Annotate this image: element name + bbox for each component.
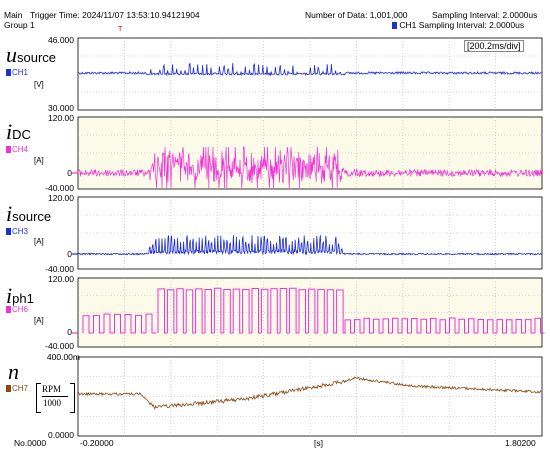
channel-unit: [V] bbox=[34, 80, 44, 89]
record-number: No.0000 bbox=[14, 438, 47, 448]
unit-denominator: 1000 bbox=[43, 398, 61, 408]
y-bottom-ch3: -40.000 bbox=[45, 264, 74, 274]
channel-name: CH7 bbox=[12, 384, 29, 393]
y-zero-ch3: 0 bbox=[67, 249, 72, 259]
channel-name: CH4 bbox=[12, 145, 29, 154]
channel-name: CH3 bbox=[12, 227, 29, 236]
y-top-ch6: 120.00 bbox=[48, 274, 74, 284]
channel-name: CH1 bbox=[12, 68, 29, 77]
signal-label-n: n bbox=[8, 359, 19, 385]
signal-symbol: i bbox=[6, 119, 13, 144]
signal-symbol: u bbox=[6, 42, 17, 67]
header-main: Main bbox=[4, 10, 23, 20]
signal-label-i-dc: iDC bbox=[6, 119, 31, 145]
number-of-data: Number of Data: 1,001,000 bbox=[305, 10, 408, 20]
channel-tag-ch1: CH1 bbox=[6, 68, 28, 77]
y-zero-ch6: 0 bbox=[67, 327, 72, 337]
y-bottom-ch7: 0.0000 bbox=[48, 430, 74, 440]
rpm-unit-fraction: RPM 1000 bbox=[36, 383, 76, 413]
channel-tag-ch6: CH6 bbox=[6, 305, 28, 314]
y-bottom-ch6: -40.000 bbox=[45, 341, 74, 351]
ch1-sampling-interval-text: CH1 Sampling Interval: 2.0000us bbox=[399, 20, 525, 30]
signal-subscript: DC bbox=[12, 127, 31, 142]
trigger-marker-icon[interactable]: T bbox=[118, 24, 122, 34]
signal-label-i-ph1: iph1 bbox=[6, 283, 34, 309]
y-zero-ch4: 0 bbox=[67, 168, 72, 178]
signal-label-u-source: usource bbox=[6, 42, 56, 68]
channel-unit: [A] bbox=[34, 316, 44, 325]
signal-symbol: n bbox=[8, 359, 19, 384]
y-top-ch3: 120.00 bbox=[48, 193, 74, 203]
channel-tag-ch3: CH3 bbox=[6, 227, 28, 236]
waveform-ch6 bbox=[82, 287, 545, 334]
signal-symbol: i bbox=[6, 201, 13, 226]
waveform-ch1 bbox=[77, 62, 542, 77]
signal-subscript: source bbox=[17, 50, 57, 65]
channel-unit: [A] bbox=[34, 156, 44, 165]
channel-tag-ch4: CH4 bbox=[6, 145, 28, 154]
waveform-ch4 bbox=[77, 146, 543, 189]
y-top-ch4: 120.00 bbox=[48, 113, 74, 123]
channel-unit: [A] bbox=[34, 237, 44, 246]
trigger-marker-label: T bbox=[118, 26, 123, 33]
time-per-div-label: [200.2ms/div] bbox=[464, 40, 524, 52]
signal-subscript: source bbox=[12, 209, 52, 224]
header-group: Group 1 bbox=[4, 20, 35, 30]
signal-subscript: ph1 bbox=[12, 291, 34, 306]
unit-numerator: RPM bbox=[42, 384, 62, 394]
y-top-ch1: 46.000 bbox=[48, 35, 74, 45]
ch1-sampling-interval: CH1 Sampling Interval: 2.0000us bbox=[392, 20, 524, 30]
y-bottom-ch4: -40.000 bbox=[45, 183, 74, 193]
signal-label-i-source: isource bbox=[6, 201, 51, 227]
trigger-time: Trigger Time: 2024/11/07 13:53:10.941219… bbox=[30, 10, 200, 20]
sampling-interval: Sampling Interval: 2.0000us bbox=[432, 10, 538, 20]
y-top-ch7: 400.00m bbox=[46, 352, 80, 362]
channel-tag-ch7: CH7 bbox=[6, 384, 28, 393]
signal-symbol: i bbox=[6, 283, 13, 308]
y-bottom-ch1: 30.000 bbox=[48, 103, 74, 113]
channel-name: CH6 bbox=[12, 305, 29, 314]
ch1-color-swatch bbox=[392, 22, 397, 29]
x-unit-label: [s] bbox=[314, 438, 323, 448]
waveform-ch3 bbox=[77, 235, 543, 256]
waveform-ch7 bbox=[77, 376, 542, 410]
x-right-label: 1.80200 bbox=[505, 438, 536, 448]
x-left-label: -0.20000 bbox=[80, 438, 114, 448]
